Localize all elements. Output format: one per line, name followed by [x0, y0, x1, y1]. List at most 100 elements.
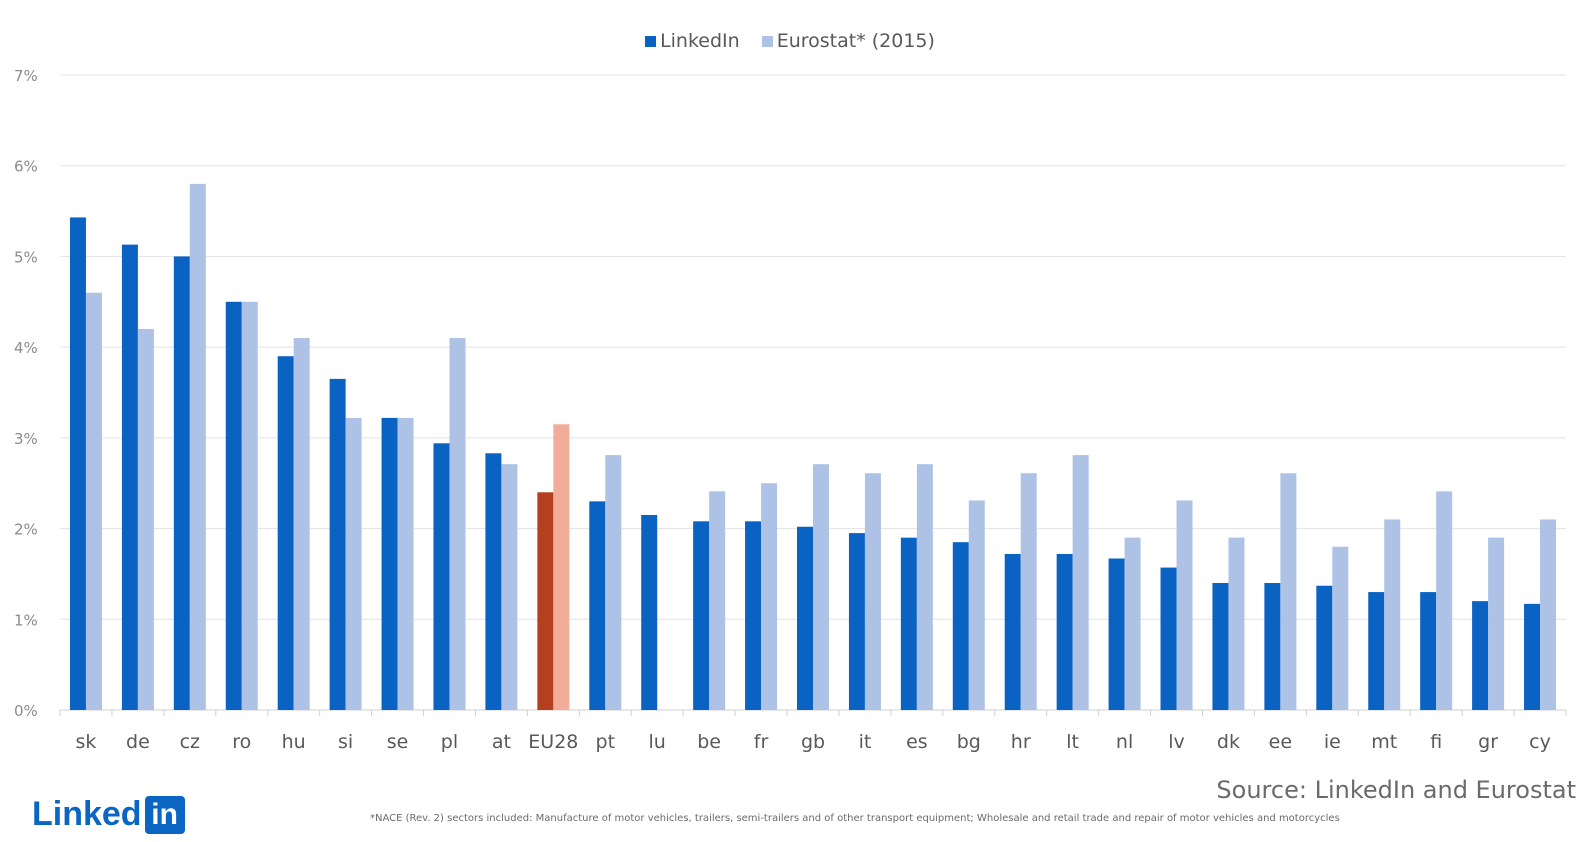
- bar-eurostat-ro: [241, 301, 258, 710]
- x-tick-label: dk: [1217, 731, 1240, 753]
- y-tick-label: 6%: [14, 158, 38, 176]
- bar-linkedin-hr: [1004, 553, 1021, 710]
- bar-eurostat-be: [709, 491, 726, 710]
- footnote: *NACE (Rev. 2) sectors included: Manufac…: [370, 813, 1340, 824]
- x-tick-label: hu: [282, 731, 306, 753]
- bar-linkedin-it: [848, 533, 865, 710]
- bar-eurostat-hu: [293, 338, 310, 710]
- bar-eurostat-gb: [813, 464, 829, 710]
- x-tick-label: mt: [1371, 731, 1397, 753]
- bar-linkedin-sk: [69, 217, 86, 710]
- bar-linkedin-cz: [173, 256, 190, 710]
- bar-eurostat-mt: [1384, 519, 1401, 710]
- bar-linkedin-fr: [745, 521, 762, 710]
- bar-eurostat-ee: [1280, 473, 1297, 710]
- bar-linkedin-fi: [1420, 592, 1437, 710]
- x-tick-label: lt: [1066, 731, 1079, 753]
- bar-eurostat-hr: [1020, 473, 1037, 710]
- bar-linkedin-ro: [225, 301, 242, 710]
- y-tick-label: 7%: [14, 67, 38, 85]
- bar-eurostat-dk: [1228, 537, 1245, 710]
- bar-linkedin-lv: [1160, 567, 1177, 710]
- bar-eurostat-fr: [761, 483, 778, 710]
- y-tick-label: 5%: [14, 248, 38, 266]
- bar-eurostat-cy: [1540, 519, 1557, 710]
- bar-linkedin-be: [693, 521, 710, 710]
- x-tick-label: EU28: [528, 731, 578, 753]
- bar-eurostat-lt: [1072, 455, 1089, 710]
- legend-swatch-eurostat: [761, 35, 773, 47]
- bar-linkedin-nl: [1108, 558, 1125, 710]
- x-tick-label: nl: [1116, 731, 1133, 753]
- bar-linkedin-ie: [1316, 585, 1333, 710]
- x-tick-label: bg: [957, 731, 981, 753]
- linkedin-logo: Linked in: [32, 795, 185, 834]
- bar-eurostat-se: [397, 417, 414, 710]
- bar-linkedin-lu: [641, 514, 658, 710]
- x-tick-label: gb: [801, 731, 825, 753]
- y-tick-label: 3%: [14, 430, 38, 448]
- x-tick-label: cy: [1529, 731, 1551, 753]
- bar-linkedin-se: [381, 417, 398, 710]
- x-tick-label: sk: [76, 731, 97, 753]
- chart-legend: LinkedIn Eurostat* (2015): [0, 30, 1580, 52]
- bar-linkedin-ee: [1264, 583, 1281, 710]
- bar-linkedin-gb: [797, 526, 813, 710]
- bar-linkedin-hu: [277, 356, 294, 710]
- bar-eurostat-de: [137, 329, 154, 710]
- legend-item-linkedin: LinkedIn: [645, 30, 740, 52]
- x-tick-label: lv: [1168, 731, 1185, 753]
- y-tick-label: 4%: [14, 339, 38, 357]
- bar-linkedin-de: [121, 244, 138, 710]
- x-tick-label: es: [906, 731, 928, 753]
- bar-linkedin-gr: [1472, 601, 1489, 710]
- bar-linkedin-eu28: [537, 492, 554, 710]
- bar-eurostat-sk: [85, 292, 102, 710]
- x-tick-label: fr: [754, 731, 769, 753]
- bar-eurostat-eu28: [553, 424, 570, 710]
- x-tick-label: cz: [180, 731, 200, 753]
- x-tick-label: lu: [649, 731, 666, 753]
- bar-eurostat-pl: [449, 338, 466, 710]
- x-tick-label: it: [859, 731, 872, 753]
- x-tick-label: ie: [1324, 731, 1341, 753]
- bar-eurostat-fi: [1436, 491, 1453, 710]
- bar-linkedin-pt: [589, 501, 606, 710]
- legend-swatch-linkedin: [645, 35, 657, 47]
- y-tick-label: 0%: [14, 702, 38, 720]
- source-note: Source: LinkedIn and Eurostat: [1216, 776, 1576, 804]
- y-tick-label: 2%: [14, 521, 38, 539]
- x-tick-label: pt: [596, 731, 616, 753]
- x-tick-label: hr: [1011, 731, 1031, 753]
- x-tick-label: gr: [1478, 731, 1498, 753]
- x-tick-label: ee: [1269, 731, 1292, 753]
- x-tick-label: fi: [1430, 731, 1442, 753]
- bar-linkedin-at: [485, 453, 502, 710]
- logo-box: in: [144, 795, 185, 834]
- legend-label-eurostat: Eurostat* (2015): [776, 30, 935, 52]
- bar-eurostat-it: [864, 473, 881, 710]
- bar-linkedin-es: [900, 537, 917, 710]
- bar-eurostat-nl: [1124, 537, 1141, 710]
- bar-linkedin-si: [329, 378, 346, 710]
- bar-linkedin-mt: [1368, 592, 1385, 710]
- bar-eurostat-pt: [605, 455, 622, 710]
- bar-eurostat-at: [501, 464, 518, 710]
- logo-word: Linked: [32, 795, 142, 833]
- x-tick-label: se: [387, 731, 409, 753]
- legend-label-linkedin: LinkedIn: [660, 30, 740, 52]
- bar-linkedin-lt: [1056, 553, 1073, 710]
- y-tick-label: 1%: [14, 611, 38, 629]
- bar-eurostat-cz: [189, 183, 206, 710]
- bar-eurostat-si: [345, 417, 362, 710]
- legend-item-eurostat: Eurostat* (2015): [761, 30, 935, 52]
- bar-linkedin-cy: [1524, 603, 1541, 710]
- bar-eurostat-ie: [1332, 546, 1349, 710]
- x-tick-label: si: [338, 731, 353, 753]
- x-tick-label: ro: [232, 731, 251, 753]
- x-tick-label: at: [492, 731, 511, 753]
- x-tick-label: pl: [441, 731, 458, 753]
- bar-eurostat-lv: [1176, 500, 1193, 710]
- bar-linkedin-pl: [433, 443, 450, 710]
